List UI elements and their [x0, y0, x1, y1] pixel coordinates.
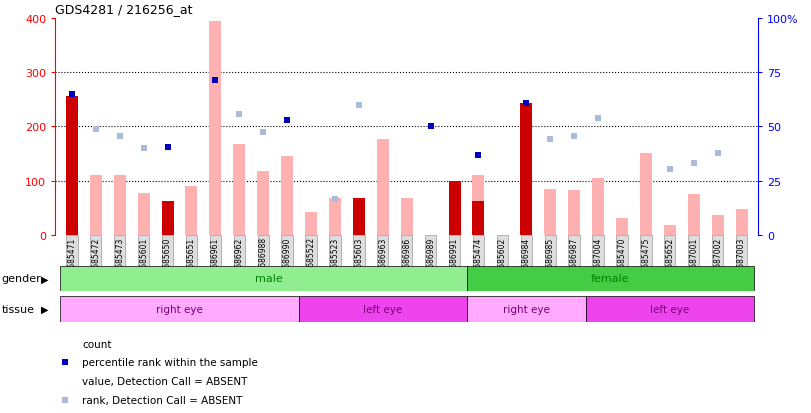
- Bar: [60, 266, 466, 291]
- Bar: [466, 266, 753, 291]
- Bar: [592, 178, 604, 235]
- Bar: [299, 296, 466, 322]
- Bar: [329, 199, 341, 235]
- Bar: [209, 22, 221, 235]
- Bar: [257, 172, 269, 235]
- Bar: [688, 195, 700, 235]
- Text: GDS4281 / 216256_at: GDS4281 / 216256_at: [55, 3, 193, 16]
- Bar: [353, 199, 365, 235]
- Text: ▶: ▶: [41, 304, 49, 314]
- Bar: [711, 215, 723, 235]
- Text: left eye: left eye: [363, 304, 402, 314]
- Bar: [473, 176, 484, 235]
- Bar: [377, 140, 388, 235]
- Bar: [401, 199, 413, 235]
- Bar: [186, 187, 197, 235]
- Text: right eye: right eye: [503, 304, 550, 314]
- Bar: [114, 176, 126, 235]
- Bar: [161, 202, 174, 235]
- Text: right eye: right eye: [156, 304, 203, 314]
- Text: left eye: left eye: [650, 304, 689, 314]
- Bar: [161, 225, 174, 235]
- Bar: [544, 189, 556, 235]
- Bar: [90, 176, 102, 235]
- Bar: [736, 210, 748, 235]
- Bar: [66, 97, 78, 235]
- Bar: [234, 145, 245, 235]
- Bar: [569, 190, 580, 235]
- Text: male: male: [255, 274, 283, 284]
- Bar: [448, 181, 461, 235]
- Bar: [473, 202, 484, 235]
- Text: tissue: tissue: [2, 304, 35, 314]
- Bar: [466, 296, 586, 322]
- Text: ▶: ▶: [41, 274, 49, 284]
- Bar: [305, 212, 317, 235]
- Bar: [138, 194, 149, 235]
- Bar: [616, 218, 628, 235]
- Bar: [586, 296, 753, 322]
- Text: female: female: [590, 274, 629, 284]
- Bar: [664, 225, 676, 235]
- Text: count: count: [82, 339, 111, 349]
- Bar: [640, 154, 652, 235]
- Bar: [521, 104, 532, 235]
- Text: gender: gender: [2, 274, 41, 284]
- Text: value, Detection Call = ABSENT: value, Detection Call = ABSENT: [82, 376, 247, 386]
- Text: percentile rank within the sample: percentile rank within the sample: [82, 357, 258, 368]
- Bar: [60, 296, 299, 322]
- Bar: [281, 157, 293, 235]
- Text: rank, Detection Call = ABSENT: rank, Detection Call = ABSENT: [82, 394, 242, 405]
